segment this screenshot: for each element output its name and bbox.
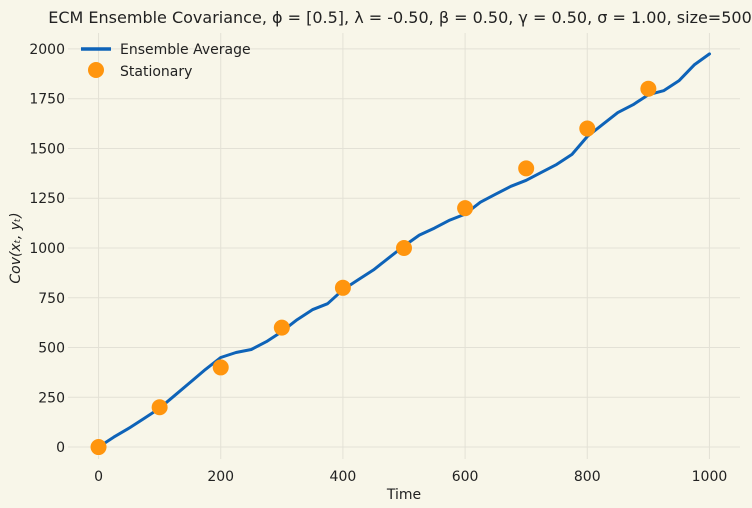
stationary-point-700	[518, 160, 535, 177]
legend-label-ensemble-average: Ensemble Average	[120, 42, 251, 58]
x-tick-label-0: 0	[94, 469, 103, 485]
x-tick-label-400: 400	[330, 469, 357, 485]
x-tick-label-1000: 1000	[692, 469, 728, 485]
stationary-point-400	[334, 279, 351, 296]
y-tick-label-1250: 1250	[29, 191, 65, 207]
x-tick-label-200: 200	[207, 469, 234, 485]
series-layer	[90, 52, 711, 456]
y-tick-label-1500: 1500	[29, 141, 65, 157]
stationary-point-0	[90, 439, 107, 456]
y-tick-label-750: 750	[38, 291, 65, 307]
y-tick-label-1750: 1750	[29, 92, 65, 108]
legend-swatch-stationary	[88, 62, 104, 78]
y-tick-label-500: 500	[38, 341, 65, 357]
tick-labels: 0 200 400 600 800 1000 0 250 500 750 1000 1250 1500 1…	[29, 42, 727, 485]
x-tick-label-600: 600	[452, 469, 479, 485]
stationary-point-800	[579, 120, 596, 137]
legend: Ensemble Average Stationary	[81, 42, 251, 80]
y-tick-label-2000: 2000	[29, 42, 65, 58]
stationary-point-300	[273, 319, 290, 336]
x-axis-label: Time	[386, 487, 421, 503]
stationary-point-500	[396, 239, 412, 256]
stationary-point-900	[640, 80, 657, 97]
y-axis-label: Cov(xₜ, yₜ)	[8, 212, 24, 283]
y-tick-label-1000: 1000	[29, 241, 65, 257]
legend-label-stationary: Stationary	[120, 64, 192, 80]
grid	[68, 33, 740, 459]
stationary-point-600	[457, 200, 474, 217]
x-tick-label-800: 800	[574, 469, 601, 485]
stationary-point-100	[151, 399, 168, 416]
chart-title: ECM Ensemble Covariance, ϕ = [0.5], λ = …	[48, 8, 752, 27]
y-tick-label-250: 250	[38, 390, 65, 406]
stationary-point-200	[212, 359, 229, 376]
y-tick-label-0: 0	[56, 440, 65, 456]
